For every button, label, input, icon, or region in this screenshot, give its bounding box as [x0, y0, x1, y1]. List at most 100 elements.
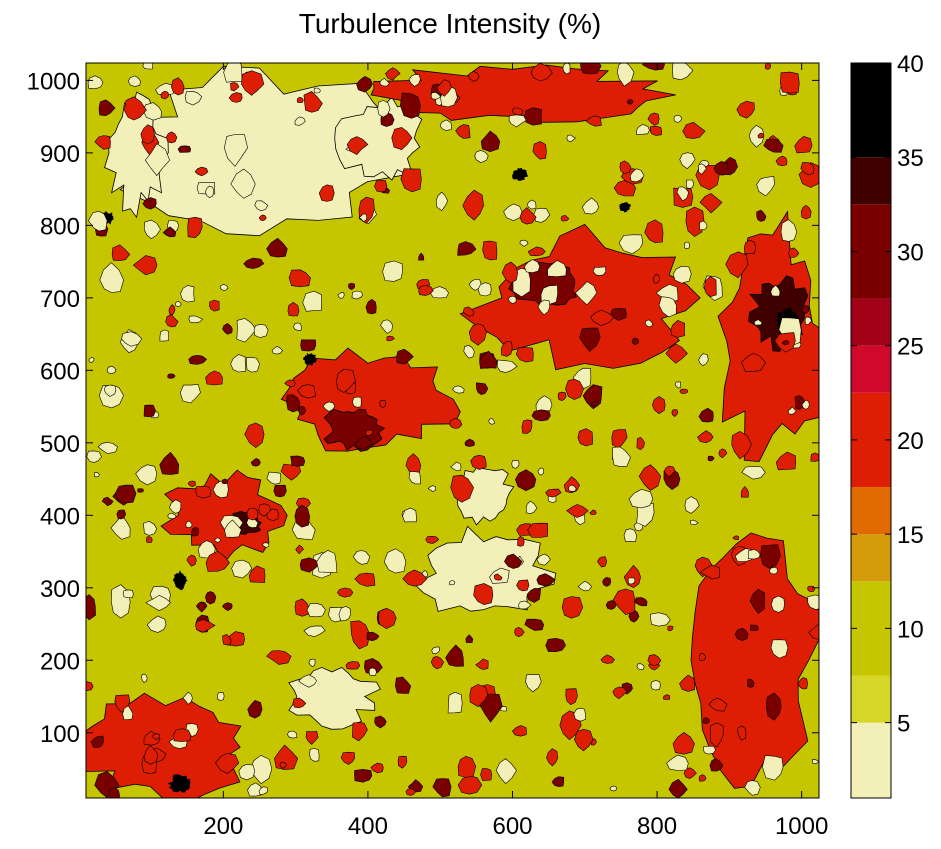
contour-speck-133	[159, 329, 169, 342]
contour-speck-259	[137, 488, 144, 493]
contour-speck-378	[135, 464, 158, 486]
contour-speck-335	[537, 299, 551, 316]
contour-speck-101	[187, 216, 203, 239]
contour-speck-166	[682, 121, 706, 139]
contour-speck-297	[480, 768, 493, 782]
contour-speck-122	[493, 573, 503, 581]
contour-speck-99	[299, 557, 320, 573]
contour-speck-513	[812, 759, 819, 765]
contour-speck-353	[807, 594, 819, 610]
colorbar-level-5	[851, 392, 891, 488]
contour-speck-444	[602, 576, 612, 587]
contour-speck-463	[636, 124, 650, 135]
contour-speck-271	[94, 135, 111, 150]
contour-speck-282	[168, 304, 176, 316]
contour-speck-344	[188, 354, 208, 365]
contour-speck-441	[405, 788, 416, 796]
contour-speck-439	[746, 678, 755, 688]
colorbar-level-10	[851, 63, 891, 158]
contour-speck-140	[216, 692, 225, 701]
contour-speck-146	[195, 485, 212, 499]
contour-speck-380	[666, 754, 689, 771]
contour-speck-427	[647, 654, 662, 666]
contour-speck-71	[400, 168, 422, 193]
contour-speck-292	[516, 579, 530, 592]
contour-speck-131	[111, 244, 131, 261]
contour-region-18	[172, 570, 188, 591]
contour-speck-342	[757, 132, 765, 139]
contour-speck-217	[775, 155, 788, 167]
contour-speck-452	[145, 536, 153, 543]
contour-speck-234	[526, 588, 542, 603]
contour-speck-12	[230, 82, 240, 92]
contour-speck-503	[258, 786, 269, 795]
contour-speck-476	[664, 465, 676, 478]
contour-speck-502	[698, 774, 707, 782]
contour-speck-391	[402, 569, 428, 587]
contour-speck-15	[93, 471, 100, 478]
contour-speck-340	[770, 639, 789, 659]
contour-speck-343	[298, 674, 317, 688]
contour-speck-255	[238, 763, 256, 781]
contour-speck-300	[142, 520, 158, 536]
contour-speck-19	[610, 307, 627, 321]
contour-speck-16	[638, 464, 662, 491]
contour-speck-158	[167, 512, 177, 520]
contour-speck-228	[744, 780, 761, 796]
contour-speck-435	[526, 199, 537, 210]
contour-speck-464	[290, 455, 306, 467]
contour-speck-401	[457, 755, 477, 778]
contour-speck-471	[151, 733, 161, 740]
contour-speck-263	[224, 519, 242, 538]
colorbar-tick-label: 40	[897, 51, 924, 78]
contour-region-19	[167, 774, 191, 793]
x-tick-label: 800	[637, 813, 677, 840]
contour-speck-389	[709, 758, 724, 772]
contour-speck-103	[449, 580, 456, 586]
contour-speck-87	[379, 400, 386, 408]
contour-speck-289	[750, 624, 759, 631]
contour-speck-417	[652, 274, 661, 284]
contour-speck-185	[686, 179, 694, 189]
contour-speck-329	[432, 778, 452, 798]
y-tick-label: 100	[40, 721, 80, 748]
contour-speck-326	[573, 728, 594, 752]
contour-speck-299	[445, 644, 464, 667]
contour-speck-352	[144, 744, 159, 765]
colorbar-tick-label: 15	[897, 522, 924, 549]
contour-speck-198	[435, 191, 448, 212]
contour-speck-6	[589, 509, 597, 515]
contour-speck-479	[142, 197, 157, 210]
contour-speck-372	[647, 112, 660, 126]
contour-speck-223	[658, 296, 677, 318]
contour-speck-209	[221, 478, 229, 485]
contour-speck-430	[146, 615, 167, 633]
contour-speck-125	[468, 279, 482, 291]
contour-speck-279	[222, 323, 233, 335]
contour-speck-482	[636, 436, 645, 451]
contour-speck-181	[294, 598, 310, 617]
contour-speck-268	[618, 234, 644, 255]
contour-speck-119	[190, 526, 199, 537]
contour-speck-148	[214, 537, 222, 543]
contour-speck-31	[352, 722, 368, 742]
contour-speck-136	[561, 596, 584, 619]
contour-speck-517	[775, 451, 797, 471]
contour-speck-24	[749, 588, 766, 614]
contour-speck-27	[611, 429, 628, 449]
contour-speck-347	[810, 452, 819, 462]
contour-speck-446	[699, 564, 721, 580]
contour-speck-82	[710, 722, 724, 748]
contour-speck-455	[358, 213, 368, 222]
contour-speck-57	[794, 135, 813, 154]
contour-speck-393	[204, 185, 215, 198]
contour-speck-278	[508, 114, 527, 128]
contour-speck-63	[261, 542, 270, 548]
contour-speck-461	[374, 179, 388, 193]
contour-speck-309	[394, 676, 412, 694]
contour-speck-459	[354, 435, 373, 449]
contour-speck-168	[574, 281, 598, 306]
colorbar-tick-label: 5	[897, 711, 910, 738]
contour-speck-191	[585, 115, 602, 127]
contour-speck-396	[501, 261, 519, 284]
